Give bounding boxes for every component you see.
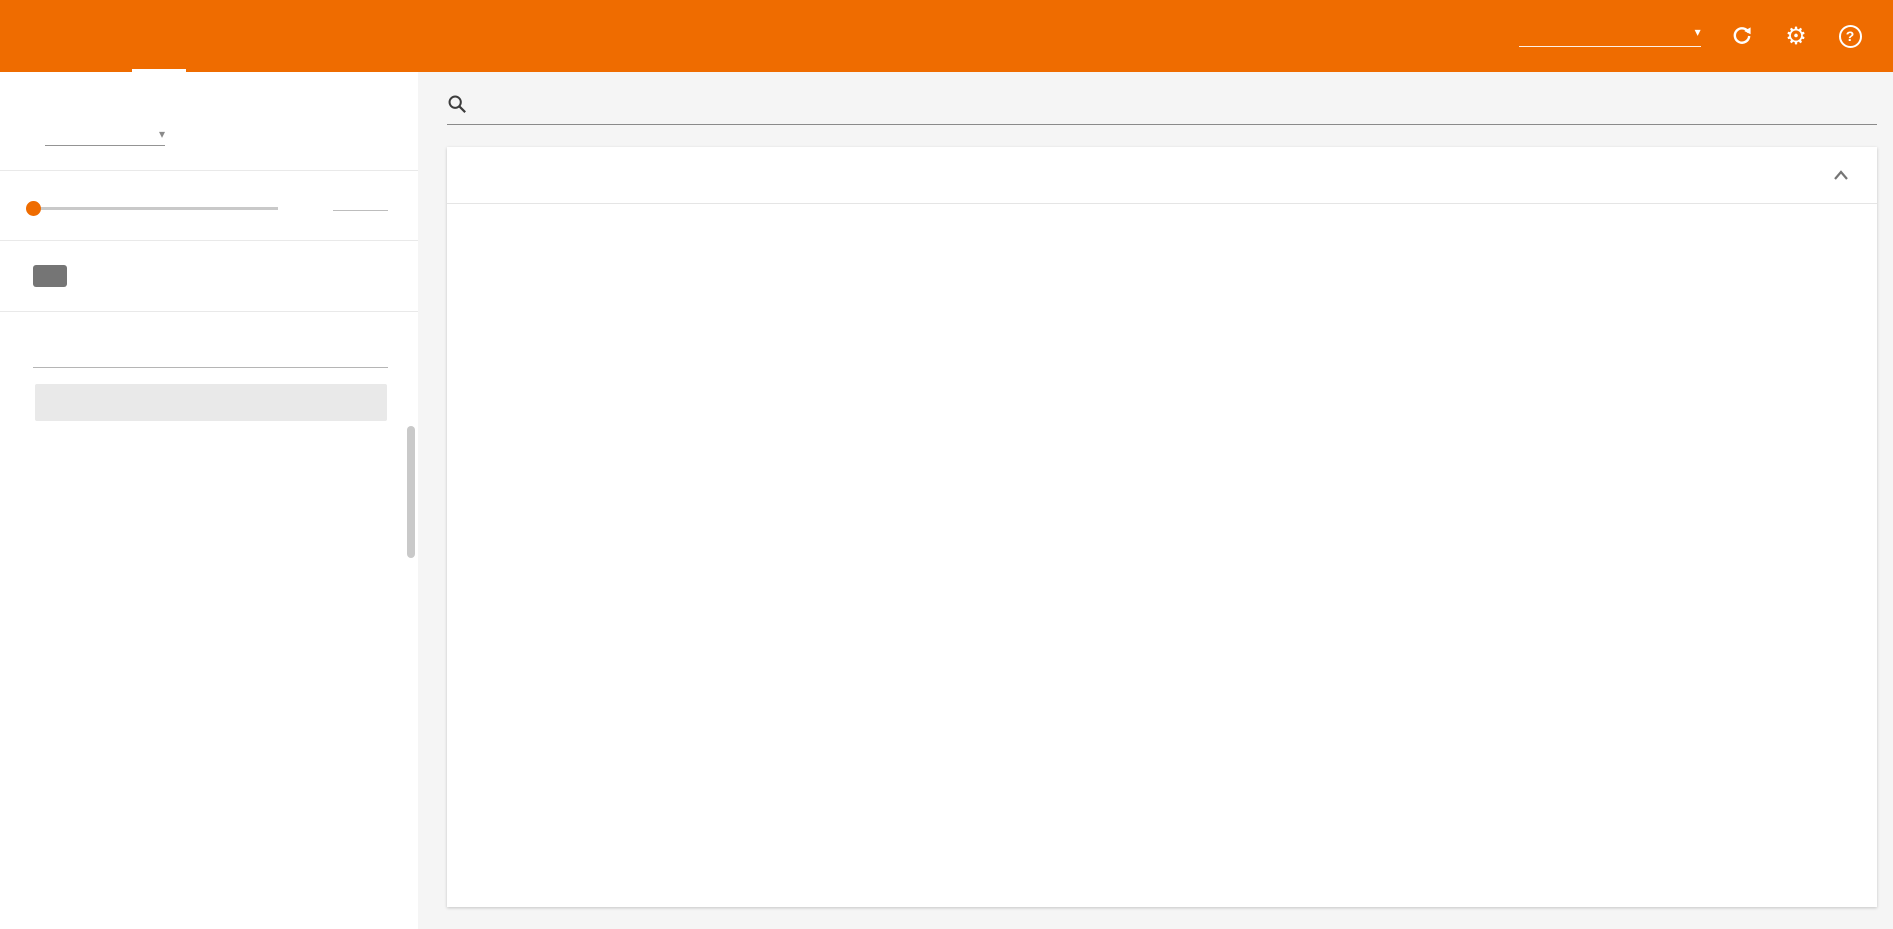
toggle-all-runs-button[interactable] bbox=[34, 384, 387, 421]
app-header: ▾ ⚙ ? bbox=[0, 0, 1893, 72]
data-status-dropdown[interactable]: ▾ bbox=[1519, 25, 1701, 47]
run-filter-input[interactable] bbox=[33, 334, 388, 368]
slider-track bbox=[33, 207, 278, 210]
help-icon: ? bbox=[1838, 24, 1862, 48]
tooltip-sorting-select[interactable]: ▾ bbox=[45, 127, 165, 146]
main-content bbox=[418, 72, 1893, 929]
smoothing-slider[interactable] bbox=[26, 201, 278, 216]
tag-filter-input[interactable] bbox=[477, 94, 1877, 114]
slider-thumb[interactable] bbox=[26, 201, 41, 216]
divider bbox=[0, 240, 418, 241]
refresh-button[interactable] bbox=[1729, 23, 1755, 49]
tab-scalars[interactable] bbox=[132, 0, 186, 72]
chart-grid bbox=[447, 204, 1877, 228]
axis-option-step[interactable] bbox=[33, 265, 67, 287]
header-actions: ▾ ⚙ ? bbox=[1519, 0, 1863, 72]
axis-option-relative[interactable] bbox=[77, 265, 111, 287]
tab-hparams[interactable] bbox=[186, 0, 240, 72]
divider bbox=[0, 311, 418, 312]
autots-section-card bbox=[447, 147, 1877, 907]
settings-button[interactable]: ⚙ bbox=[1783, 22, 1809, 50]
section-collapse-control[interactable] bbox=[1825, 169, 1849, 181]
help-button[interactable]: ? bbox=[1837, 23, 1863, 49]
sidebar-scrollbar[interactable] bbox=[407, 426, 415, 558]
axis-option-wall[interactable] bbox=[121, 265, 155, 287]
search-icon bbox=[448, 95, 466, 113]
gear-icon: ⚙ bbox=[1785, 22, 1807, 50]
tag-filter-bar bbox=[447, 94, 1877, 125]
sidebar: ▾ bbox=[0, 72, 418, 929]
chevron-down-icon: ▾ bbox=[1694, 25, 1701, 39]
section-header[interactable] bbox=[447, 147, 1877, 204]
smoothing-value[interactable] bbox=[333, 207, 388, 211]
tab-bar bbox=[132, 0, 240, 72]
horizontal-axis-options bbox=[33, 265, 388, 287]
divider bbox=[0, 170, 418, 171]
chevron-down-icon: ▾ bbox=[158, 127, 165, 141]
refresh-icon bbox=[1733, 27, 1751, 44]
chevron-up-icon bbox=[1834, 170, 1848, 180]
